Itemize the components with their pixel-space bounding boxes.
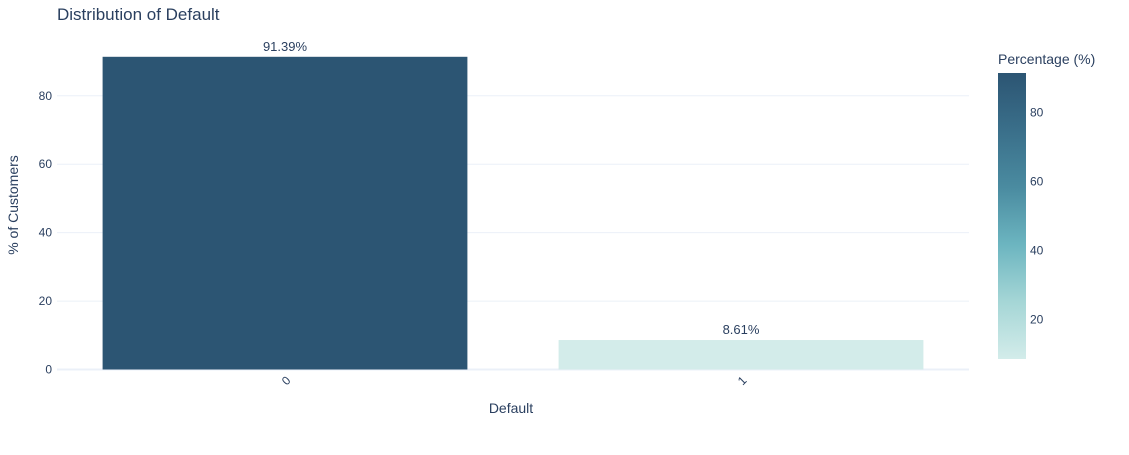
bar-value-label: 91.39%: [263, 39, 308, 54]
colorbar-title: Percentage (%): [998, 51, 1095, 67]
chart-title: Distribution of Default: [57, 5, 220, 24]
label-layer: 91.39% 8.61%: [263, 39, 760, 337]
bar-layer: [102, 56, 924, 370]
y-tick-label: 0: [45, 363, 52, 377]
x-axis-title: Default: [489, 400, 533, 416]
colorbar: [998, 73, 1026, 359]
y-axis-title: % of Customers: [5, 155, 21, 255]
bar-value-label: 8.61%: [723, 322, 760, 337]
colorbar-tick-label: 60: [1030, 174, 1044, 188]
x-tick-label: 0: [279, 373, 294, 388]
y-axis-ticks: 0 20 40 60 80: [39, 89, 53, 377]
colorbar-tick-label: 80: [1030, 105, 1044, 119]
colorbar-tick-label: 20: [1030, 313, 1044, 327]
y-tick-label: 40: [39, 226, 53, 240]
bar-0[interactable]: [102, 56, 468, 370]
x-tick-label: 1: [735, 373, 750, 388]
y-tick-label: 80: [39, 89, 53, 103]
y-tick-label: 20: [39, 294, 53, 308]
colorbar-ticks: 20 40 60 80: [1030, 105, 1044, 326]
bar-1[interactable]: [558, 340, 924, 370]
y-tick-label: 60: [39, 157, 53, 171]
colorbar-tick-label: 40: [1030, 244, 1044, 258]
